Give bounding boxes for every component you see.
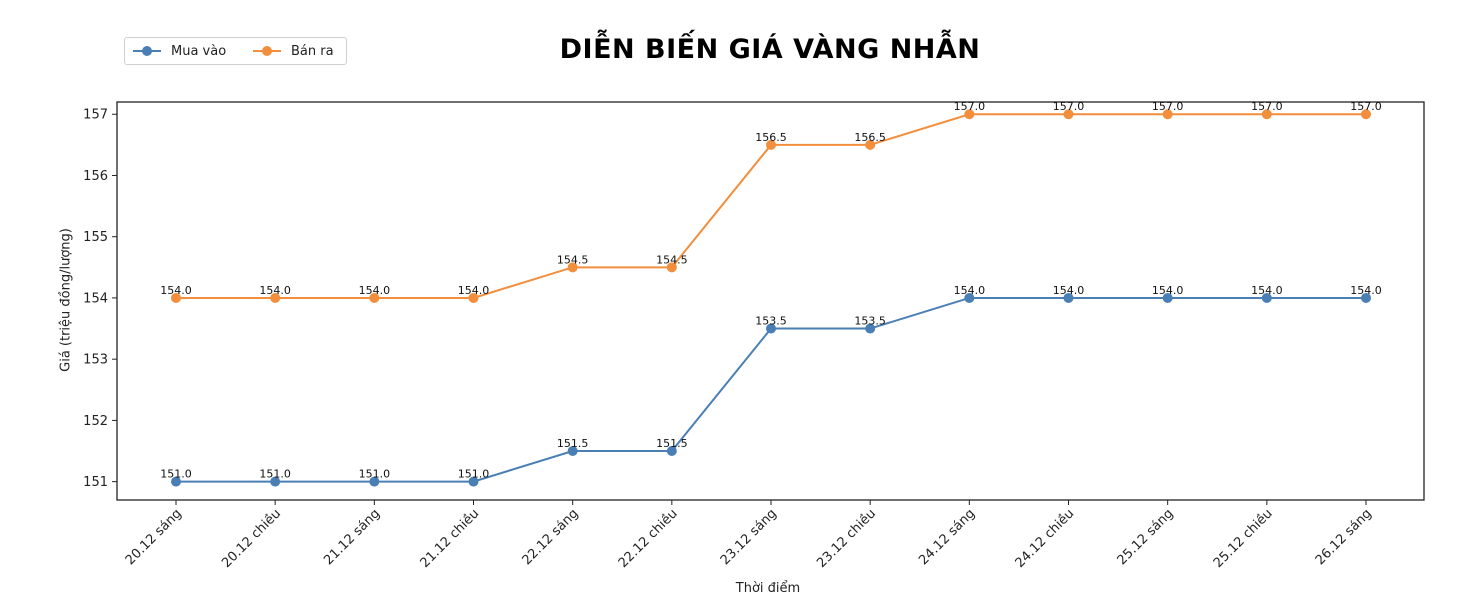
y-tick-label: 157 (83, 108, 108, 123)
data-label: 156.5 (755, 131, 787, 144)
data-label: 151.0 (458, 468, 490, 481)
legend-item-mua-vao: Mua vào (133, 38, 226, 64)
y-tick-label: 153 (83, 353, 108, 368)
x-axis-label: Thời điểm (735, 581, 801, 596)
data-label: 156.5 (854, 131, 886, 144)
data-point (171, 476, 181, 487)
data-point (1361, 109, 1371, 120)
x-tick-label: 24.12 sáng (916, 506, 978, 568)
x-tick-label: 25.12 sáng (1115, 506, 1177, 568)
data-label: 157.0 (1251, 100, 1283, 113)
data-label: 153.5 (755, 315, 787, 328)
legend-swatch-mua-vao (133, 46, 161, 56)
data-point (1162, 109, 1173, 120)
y-tick-label: 156 (83, 169, 108, 184)
data-label: 151.5 (557, 437, 589, 450)
data-point (171, 292, 181, 303)
data-point (567, 262, 578, 273)
data-point (766, 139, 776, 150)
data-point (666, 446, 677, 457)
data-point (369, 292, 380, 303)
legend: Mua vào Bán ra (124, 37, 347, 65)
y-tick-label: 155 (83, 230, 108, 245)
x-tick-label: 26.12 sáng (1313, 506, 1375, 568)
data-point (1361, 292, 1371, 303)
x-tick-label: 22.12 chiều (616, 506, 681, 571)
data-point (865, 323, 876, 334)
y-tick-label: 154 (83, 291, 108, 306)
data-point (468, 476, 479, 487)
legend-label-ban-ra: Bán ra (291, 43, 334, 59)
y-tick-label: 152 (83, 414, 108, 429)
data-point (270, 292, 281, 303)
data-point (1063, 292, 1074, 303)
data-label: 154.5 (656, 253, 688, 266)
data-point (964, 292, 975, 303)
x-tick-label: 25.12 chiều (1211, 506, 1276, 571)
data-point (1261, 292, 1272, 303)
data-label: 157.0 (954, 100, 986, 113)
data-label: 151.0 (359, 468, 391, 481)
data-point (865, 139, 876, 150)
data-label: 157.0 (1152, 100, 1184, 113)
chart-title: DIỄN BIẾN GIÁ VÀNG NHẪN (559, 34, 981, 65)
data-point (666, 262, 677, 273)
data-point (964, 109, 975, 120)
data-point (1162, 292, 1173, 303)
x-tick-label: 24.12 chiều (1013, 506, 1078, 571)
data-label: 151.0 (160, 468, 192, 481)
data-point (1261, 109, 1272, 120)
data-label: 154.0 (1053, 284, 1085, 297)
x-tick-label: 22.12 sáng (520, 506, 582, 568)
data-label: 154.0 (359, 284, 391, 297)
data-label: 154.0 (1350, 284, 1382, 297)
x-tick-label: 20.12 chiều (219, 506, 284, 571)
x-tick-label: 21.12 sáng (321, 506, 383, 568)
data-label: 154.0 (1251, 284, 1283, 297)
legend-label-mua-vao: Mua vào (171, 43, 227, 59)
data-label: 154.0 (160, 284, 192, 297)
legend-item-ban-ra: Bán ra (253, 38, 334, 64)
data-point (468, 292, 479, 303)
plot-frame (116, 101, 1425, 501)
data-label: 151.5 (656, 437, 688, 450)
data-point (1063, 109, 1074, 120)
x-tick-label: 23.12 chiều (814, 506, 879, 571)
x-tick-label: 20.12 sáng (123, 506, 185, 568)
data-label: 154.0 (259, 284, 291, 297)
data-label: 151.0 (259, 468, 291, 481)
y-tick-label: 151 (83, 475, 108, 490)
data-point (270, 476, 281, 487)
data-label: 157.0 (1053, 100, 1085, 113)
x-tick-label: 23.12 sáng (718, 506, 780, 568)
data-label: 157.0 (1350, 100, 1382, 113)
data-point (369, 476, 380, 487)
data-label: 154.0 (1152, 284, 1184, 297)
data-point (766, 323, 776, 334)
data-label: 154.0 (458, 284, 490, 297)
x-tick-label: 21.12 chiều (418, 506, 483, 571)
data-label: 153.5 (854, 315, 886, 328)
data-label: 154.5 (557, 253, 589, 266)
legend-swatch-ban-ra (253, 46, 281, 56)
data-point (567, 446, 578, 457)
data-label: 154.0 (954, 284, 986, 297)
